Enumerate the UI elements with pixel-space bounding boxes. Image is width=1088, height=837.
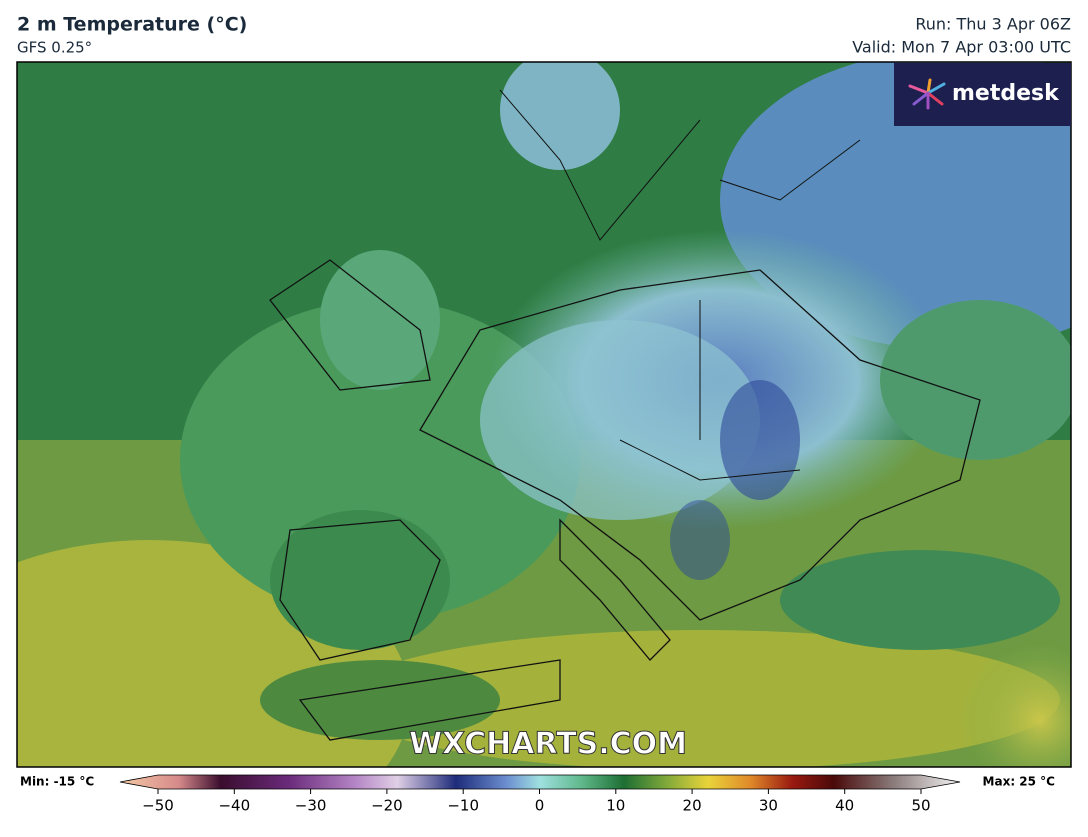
logo-icon (908, 78, 946, 110)
logo-text: metdesk (952, 81, 1060, 106)
tick-label: 40 (835, 797, 854, 815)
tick-label: −20 (371, 797, 403, 815)
logo-box (894, 63, 1071, 126)
tick-label: −30 (295, 797, 327, 815)
tick-label: 30 (759, 797, 778, 815)
colorbar-ticks: −50 −40 −30 −20 −10 0 10 20 30 40 50 (142, 789, 931, 815)
min-label: Min: -15 °C (20, 775, 94, 789)
tick-label: 10 (606, 797, 625, 815)
colorbar (119, 774, 961, 790)
title: 2 m Temperature (°C) (17, 14, 247, 36)
tick-label: 0 (535, 797, 545, 815)
tick-label: 50 (911, 797, 930, 815)
watermark: WXCHARTS.COM (409, 727, 687, 762)
tick-label: 20 (683, 797, 702, 815)
tick-label: −50 (142, 797, 174, 815)
map-frame (16, 61, 1072, 768)
max-label: Max: 25 °C (983, 775, 1056, 789)
tick-label: −10 (447, 797, 479, 815)
valid-time: Valid: Mon 7 Apr 03:00 UTC (852, 38, 1071, 57)
subtitle: GFS 0.25° (17, 39, 92, 57)
run-time: Run: Thu 3 Apr 06Z (915, 15, 1071, 34)
tick-label: −40 (218, 797, 250, 815)
temperature-map (17, 62, 1071, 767)
